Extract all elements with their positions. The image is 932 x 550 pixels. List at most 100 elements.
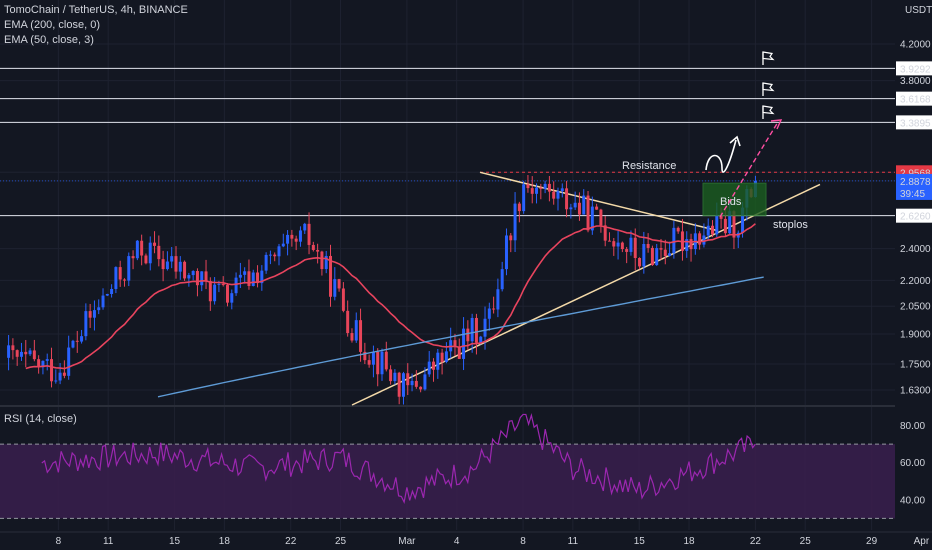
ema-lines	[25, 223, 764, 398]
time-tick-label: 8	[56, 536, 62, 547]
time-tick-label: 15	[634, 536, 646, 547]
candle-down	[157, 245, 161, 260]
candle-up	[200, 271, 204, 286]
candle-down	[650, 247, 654, 266]
candle-down	[247, 271, 251, 287]
candle-down	[208, 281, 212, 302]
candle-down	[607, 240, 611, 242]
price-tick-label: 2.2000	[900, 276, 931, 287]
candle-up	[479, 336, 483, 343]
candle-down	[195, 271, 199, 286]
candle-up	[286, 234, 290, 244]
candle-up	[298, 230, 302, 242]
price-axis[interactable]: USDT 1.6300 1.7500 1.9000 2.0500 2.2000 2.4000…	[895, 0, 932, 550]
flag-icon	[762, 51, 775, 65]
current-price-box	[896, 173, 932, 200]
candle-up	[71, 340, 75, 348]
candle-down	[311, 244, 315, 250]
price-tick-label: 2.4000	[900, 244, 931, 255]
candle-up	[213, 284, 217, 302]
candle-up	[324, 255, 328, 270]
candle-up	[191, 271, 195, 276]
candle-up	[45, 359, 49, 361]
candle-up	[410, 380, 414, 386]
stop-price-label: 2.6260	[900, 212, 931, 223]
candle-up	[67, 347, 71, 376]
candle-up	[19, 351, 23, 357]
level-price-label: 3.3895	[900, 118, 931, 129]
candle-down	[698, 233, 702, 245]
flag-cloth	[762, 82, 775, 92]
candle-down	[24, 351, 28, 355]
candle-up	[333, 279, 337, 297]
legend-ema50[interactable]: EMA (50, close, 3)	[4, 34, 94, 46]
candle-down	[75, 340, 79, 342]
candle-down	[256, 272, 260, 284]
rsi-tick-label: 40.00	[900, 495, 925, 506]
time-tick-label: 29	[866, 536, 878, 547]
candle-up	[101, 295, 105, 308]
candle-up	[569, 207, 573, 210]
candle-down	[11, 345, 15, 351]
candle-down	[359, 320, 363, 352]
ema200-line	[157, 276, 764, 398]
candle-down	[153, 242, 157, 246]
candle-up	[260, 270, 264, 284]
candle-down	[341, 288, 345, 311]
candle-down	[350, 333, 354, 341]
time-axis[interactable]: 8 11 15 18 22 25 Mar 4 8 11 15 18 22 25 29 Apr	[0, 531, 932, 550]
candle-up	[170, 256, 174, 262]
candle-up	[487, 308, 491, 319]
candle-down	[316, 249, 320, 252]
candle-up	[303, 223, 307, 231]
candle-up	[217, 283, 221, 285]
flag-cloth	[762, 105, 775, 115]
candle-down	[689, 239, 693, 250]
candle-up	[436, 352, 440, 370]
candle-up	[105, 293, 109, 296]
candle-down	[384, 351, 388, 370]
candle-down	[603, 225, 607, 241]
resistance-label: Resistance	[622, 160, 676, 172]
candle-up	[148, 242, 152, 264]
candle-up	[642, 243, 646, 267]
candle-up	[513, 203, 517, 241]
time-tick-label: 25	[335, 536, 347, 547]
candle-down	[226, 285, 229, 303]
candle-up	[672, 227, 676, 254]
candle-down	[183, 261, 187, 279]
level-price-label-box	[896, 61, 932, 76]
time-axis-background	[0, 532, 932, 550]
candle-up	[238, 274, 242, 278]
candlestick-series	[7, 175, 757, 405]
candle-down	[397, 372, 401, 397]
legend-rsi[interactable]: RSI (14, close)	[4, 413, 77, 425]
price-tick-label: 1.9000	[900, 329, 931, 340]
candle-up	[702, 235, 706, 245]
candle-down	[599, 209, 603, 226]
candle-up	[616, 242, 620, 247]
candle-down	[539, 187, 543, 189]
candle-down	[663, 249, 667, 257]
time-tick-label: 11	[568, 536, 579, 547]
candle-down	[547, 183, 551, 192]
candle-down	[140, 240, 144, 256]
candle-up	[543, 183, 547, 189]
candle-down	[389, 369, 393, 382]
candle-down	[290, 234, 294, 239]
candle-up	[243, 271, 247, 275]
projection-arrowhead	[770, 119, 783, 130]
candle-down	[37, 359, 41, 368]
candle-up	[462, 328, 466, 359]
candle-up	[522, 184, 526, 212]
legend-ema200[interactable]: EMA (200, close, 0)	[4, 19, 100, 31]
candle-up	[41, 360, 45, 368]
price-tick-label: 2.0500	[900, 302, 931, 313]
candle-up	[264, 254, 268, 271]
candle-up	[483, 318, 487, 337]
time-tick-label: 8	[520, 536, 526, 547]
legend-symbol[interactable]: TomoChain / TetherUS, 4h, BINANCE	[4, 4, 188, 16]
candle-down	[552, 191, 556, 199]
stop-price-label-box	[896, 208, 932, 223]
